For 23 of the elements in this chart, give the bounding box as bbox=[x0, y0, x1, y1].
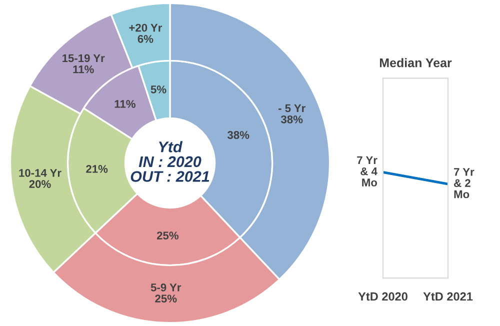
slice-label: +20 Yr bbox=[129, 24, 162, 32]
data-label: 6% bbox=[138, 34, 154, 43]
x-tick-label: YtD 2021 bbox=[423, 292, 473, 301]
data-label: 7 Yr & 4 Mo bbox=[357, 156, 378, 186]
text: Ytd bbox=[158, 141, 183, 152]
chart-title: Median Year bbox=[380, 58, 452, 68]
data-label: 7 Yr & 2 Mo bbox=[454, 168, 474, 198]
data-label: 21% bbox=[86, 165, 108, 173]
text: OUT : 2021 bbox=[130, 171, 210, 182]
slice-label: 10-14 Yr bbox=[19, 168, 62, 177]
data-label: 38% bbox=[280, 115, 303, 124]
data-label: 5% bbox=[150, 86, 166, 94]
slice-label: 15-19 Yr bbox=[62, 54, 105, 62]
x-tick-label: YtD 2020 bbox=[358, 292, 408, 301]
data-label: 25% bbox=[155, 294, 177, 303]
slice-label: - 5 Yr bbox=[278, 104, 306, 112]
slice-label: 5-9 Yr bbox=[150, 284, 182, 292]
data-label: 38% bbox=[227, 131, 250, 139]
data-label: 20% bbox=[29, 180, 51, 188]
data-label: 25% bbox=[156, 232, 179, 240]
data-label: 11% bbox=[73, 65, 94, 74]
data-label: 11% bbox=[114, 100, 136, 108]
text: IN : 2020 bbox=[138, 156, 202, 168]
